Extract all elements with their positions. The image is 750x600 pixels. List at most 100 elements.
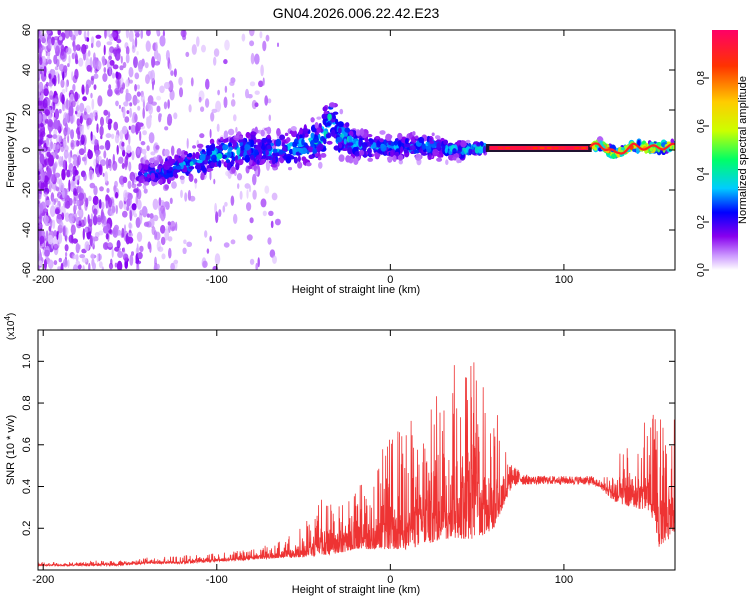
spectral-blob: [195, 164, 201, 170]
noise-blob: [128, 134, 131, 146]
spectral-blob: [239, 142, 243, 147]
noise-blob: [41, 61, 48, 67]
noise-blob: [135, 99, 140, 104]
tone-band-segment: [525, 147, 531, 149]
noise-blob: [167, 236, 173, 242]
spectral-blob: [401, 136, 406, 144]
spectrogram-ytick-label: 20: [21, 104, 33, 116]
noise-blob: [50, 205, 56, 217]
noise-blob: [53, 119, 59, 130]
noise-blob: [38, 229, 43, 238]
spectral-blob: [440, 152, 444, 158]
noise-blob: [216, 123, 220, 132]
noise-blob: [125, 92, 132, 102]
noise-blob: [205, 98, 210, 108]
noise-blob: [78, 57, 84, 67]
spectral-blob: [297, 161, 303, 169]
noise-blob: [179, 87, 183, 98]
noise-blob: [114, 87, 120, 95]
spectral-blob: [323, 111, 329, 115]
spectral-blob: [337, 121, 344, 128]
spectral-blob: [445, 159, 449, 165]
noise-blob: [164, 228, 170, 241]
noise-blob: [38, 113, 43, 124]
noise-blob: [196, 36, 200, 47]
noise-blob: [114, 180, 118, 188]
noise-blob: [53, 129, 58, 136]
noise-blob: [78, 220, 82, 227]
spectral-blob: [672, 144, 675, 151]
noise-blob: [209, 128, 212, 139]
noise-blob: [102, 225, 109, 234]
noise-blob: [94, 231, 100, 238]
spectral-blob: [284, 132, 289, 136]
noise-blob: [114, 50, 121, 61]
noise-blob: [153, 49, 159, 60]
spectral-blob: [410, 151, 415, 154]
noise-blob: [265, 159, 271, 171]
noise-blob: [63, 65, 68, 74]
spectral-blob: [199, 153, 206, 161]
noise-blob: [138, 61, 143, 73]
spectral-blob: [383, 151, 387, 155]
spectral-blob: [256, 139, 262, 143]
noise-blob: [68, 55, 71, 65]
spectral-blob: [339, 108, 344, 115]
noise-blob: [64, 212, 70, 222]
noise-blob: [136, 262, 140, 270]
colorbar-ticks: 0.00.20.40.60.8: [696, 71, 709, 277]
snr-xtick-label: -200: [32, 574, 54, 586]
noise-blob: [213, 178, 216, 185]
noise-blob: [85, 105, 91, 113]
spectral-blob: [301, 156, 307, 162]
noise-blob: [112, 72, 115, 79]
spectral-blob: [354, 151, 360, 157]
noise-blob: [46, 151, 51, 157]
noise-blob: [232, 93, 235, 98]
tone-band-segment: [511, 147, 517, 149]
tone-band-segment: [504, 147, 510, 149]
noise-blob: [82, 156, 87, 162]
noise-blob: [67, 134, 70, 144]
spectral-blob: [348, 135, 353, 143]
spectral-blob: [261, 155, 267, 159]
spectral-blob: [301, 138, 305, 146]
noise-blob: [39, 122, 44, 128]
spectral-blob: [143, 181, 150, 186]
noise-blob: [100, 159, 106, 167]
spectral-blob: [409, 145, 416, 151]
noise-blob: [77, 209, 83, 216]
spectral-blob: [138, 164, 142, 170]
noise-blob: [132, 112, 136, 118]
noise-blob: [126, 144, 132, 154]
tone-band-segment: [560, 147, 566, 149]
noise-blob: [80, 134, 85, 145]
noise-blob: [48, 81, 54, 87]
noise-blob: [54, 66, 59, 71]
noise-blob: [84, 241, 90, 252]
spectral-blob: [226, 162, 231, 171]
spectral-blob: [221, 154, 228, 159]
noise-blob: [249, 258, 255, 265]
noise-blob: [128, 67, 134, 78]
noise-blob: [170, 70, 174, 76]
noise-blob: [75, 106, 79, 112]
noise-blob: [160, 224, 166, 234]
noise-blob: [180, 189, 183, 199]
spectral-blob: [288, 167, 292, 171]
tone-band-segment: [581, 147, 587, 149]
spectral-blob: [421, 152, 428, 156]
tone-band-segment: [532, 147, 538, 149]
noise-blob: [107, 242, 114, 248]
noise-blob: [83, 145, 87, 154]
noise-blob: [259, 31, 263, 39]
noise-blob: [74, 30, 80, 37]
spectral-blob: [426, 145, 432, 153]
spectral-blob: [364, 138, 369, 143]
spectral-blob: [457, 159, 462, 163]
noise-blob: [73, 255, 77, 259]
noise-blob: [101, 56, 106, 63]
spectral-blob: [345, 155, 351, 163]
noise-blob: [98, 253, 102, 261]
noise-blob: [48, 51, 51, 57]
